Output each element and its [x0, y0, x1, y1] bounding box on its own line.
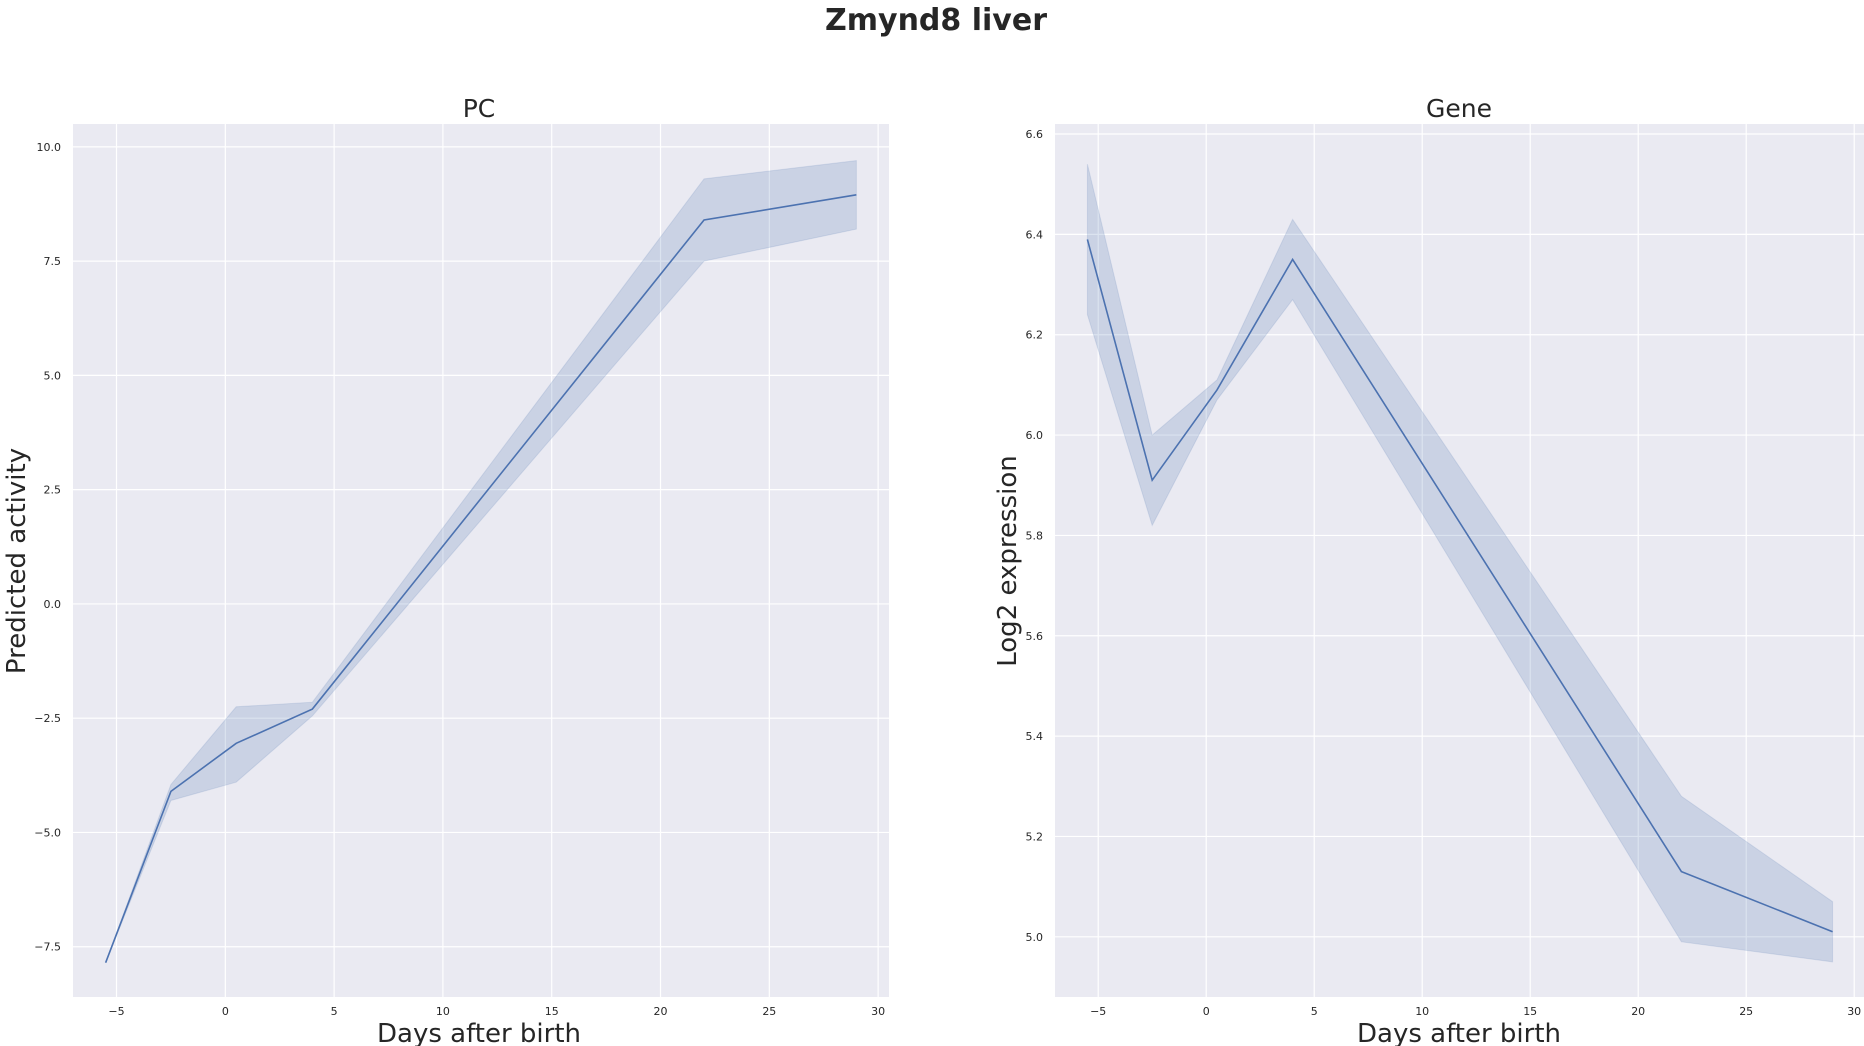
gene-chart-x-tick-label: −5 [1090, 1005, 1106, 1018]
pc-chart-y-tick-label: 0.0 [44, 598, 62, 611]
pc-chart-x-tick-label: 15 [545, 1005, 559, 1018]
pc-chart-ylabel: Predicted activity [2, 448, 32, 674]
pc-chart-y-tick-label: −5.0 [34, 826, 61, 839]
gene-chart-x-tick-label: 20 [1631, 1005, 1645, 1018]
gene-chart-panel: Gene Days after birth Log2 expression −5… [993, 94, 1864, 1046]
figure-title: Zmynd8 liver [825, 3, 1047, 38]
gene-chart-y-tick-label: 5.0 [1026, 931, 1044, 944]
gene-chart-y-tick-label: 6.6 [1026, 128, 1044, 141]
gene-chart-x-tick-label: 25 [1739, 1005, 1753, 1018]
pc-chart-x-tick-label: −5 [108, 1005, 124, 1018]
gene-chart-x-tick-label: 0 [1203, 1005, 1210, 1018]
pc-chart-panel: PC Days after birth Predicted activity −… [2, 94, 889, 1046]
gene-chart-plot-area [1055, 124, 1864, 997]
gene-chart-title: Gene [1426, 94, 1492, 123]
gene-chart-y-tick-label: 5.2 [1026, 830, 1044, 843]
pc-chart-y-tick-label: −2.5 [34, 712, 61, 725]
pc-chart-x-tick-label: 5 [331, 1005, 338, 1018]
gene-chart-x-tick-label: 30 [1847, 1005, 1861, 1018]
gene-chart-x-tick-label: 5 [1311, 1005, 1318, 1018]
pc-chart-plot-area [73, 124, 889, 997]
gene-chart-y-tick-label: 5.6 [1026, 630, 1044, 643]
gene-chart-y-tick-label: 5.4 [1026, 730, 1044, 743]
pc-chart-x-tick-label: 25 [762, 1005, 776, 1018]
pc-chart-x-tick-label: 20 [654, 1005, 668, 1018]
gene-chart-y-tick-label: 6.2 [1026, 329, 1044, 342]
gene-chart-confidence-band [1086, 164, 1834, 963]
pc-chart-x-tick-label: 30 [871, 1005, 885, 1018]
gene-chart-xlabel: Days after birth [1357, 1019, 1561, 1046]
pc-chart-y-tick-label: 10.0 [37, 141, 62, 154]
gene-chart-y-tick-label: 5.8 [1026, 529, 1044, 542]
pc-chart-y-tick-label: 2.5 [44, 484, 62, 497]
pc-chart-y-tick-label: 7.5 [44, 255, 62, 268]
gene-chart-ylabel: Log2 expression [993, 455, 1023, 667]
pc-chart-y-tick-label: −7.5 [34, 941, 61, 954]
pc-chart-x-tick-label: 0 [222, 1005, 229, 1018]
gene-chart-series-line [1086, 239, 1833, 933]
gene-chart-x-tick-label: 10 [1415, 1005, 1429, 1018]
pc-chart-xlabel: Days after birth [377, 1019, 581, 1046]
pc-chart-y-tick-label: 5.0 [44, 369, 62, 382]
gene-chart-x-tick-label: 15 [1523, 1005, 1537, 1018]
gene-chart-y-tick-label: 6.4 [1026, 228, 1044, 241]
pc-chart-title: PC [463, 94, 496, 123]
pc-chart-series-line [104, 194, 857, 964]
pc-chart-x-tick-label: 10 [436, 1005, 450, 1018]
gene-chart-y-tick-label: 6.0 [1026, 429, 1044, 442]
